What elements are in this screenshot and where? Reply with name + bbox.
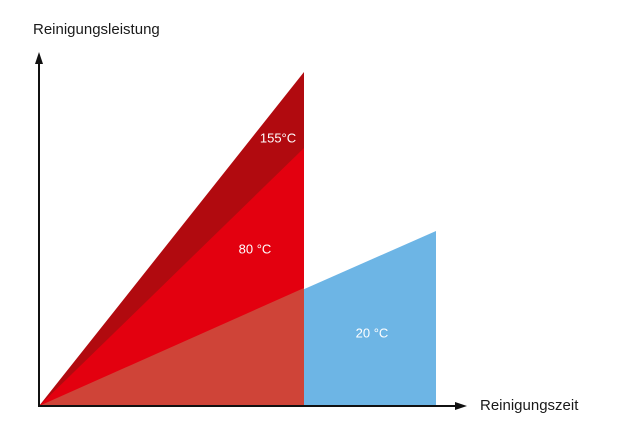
x-axis-label: Reinigungszeit xyxy=(480,397,579,414)
area-overlap xyxy=(39,288,304,406)
y-axis-label: Reinigungsleistung xyxy=(33,21,160,38)
x-axis-arrow-icon xyxy=(455,402,467,410)
label-20c: 20 °C xyxy=(355,325,389,341)
label-155c: 155°C xyxy=(259,130,297,146)
label-80c: 80 °C xyxy=(238,241,272,257)
y-axis-arrow-icon xyxy=(35,52,43,64)
